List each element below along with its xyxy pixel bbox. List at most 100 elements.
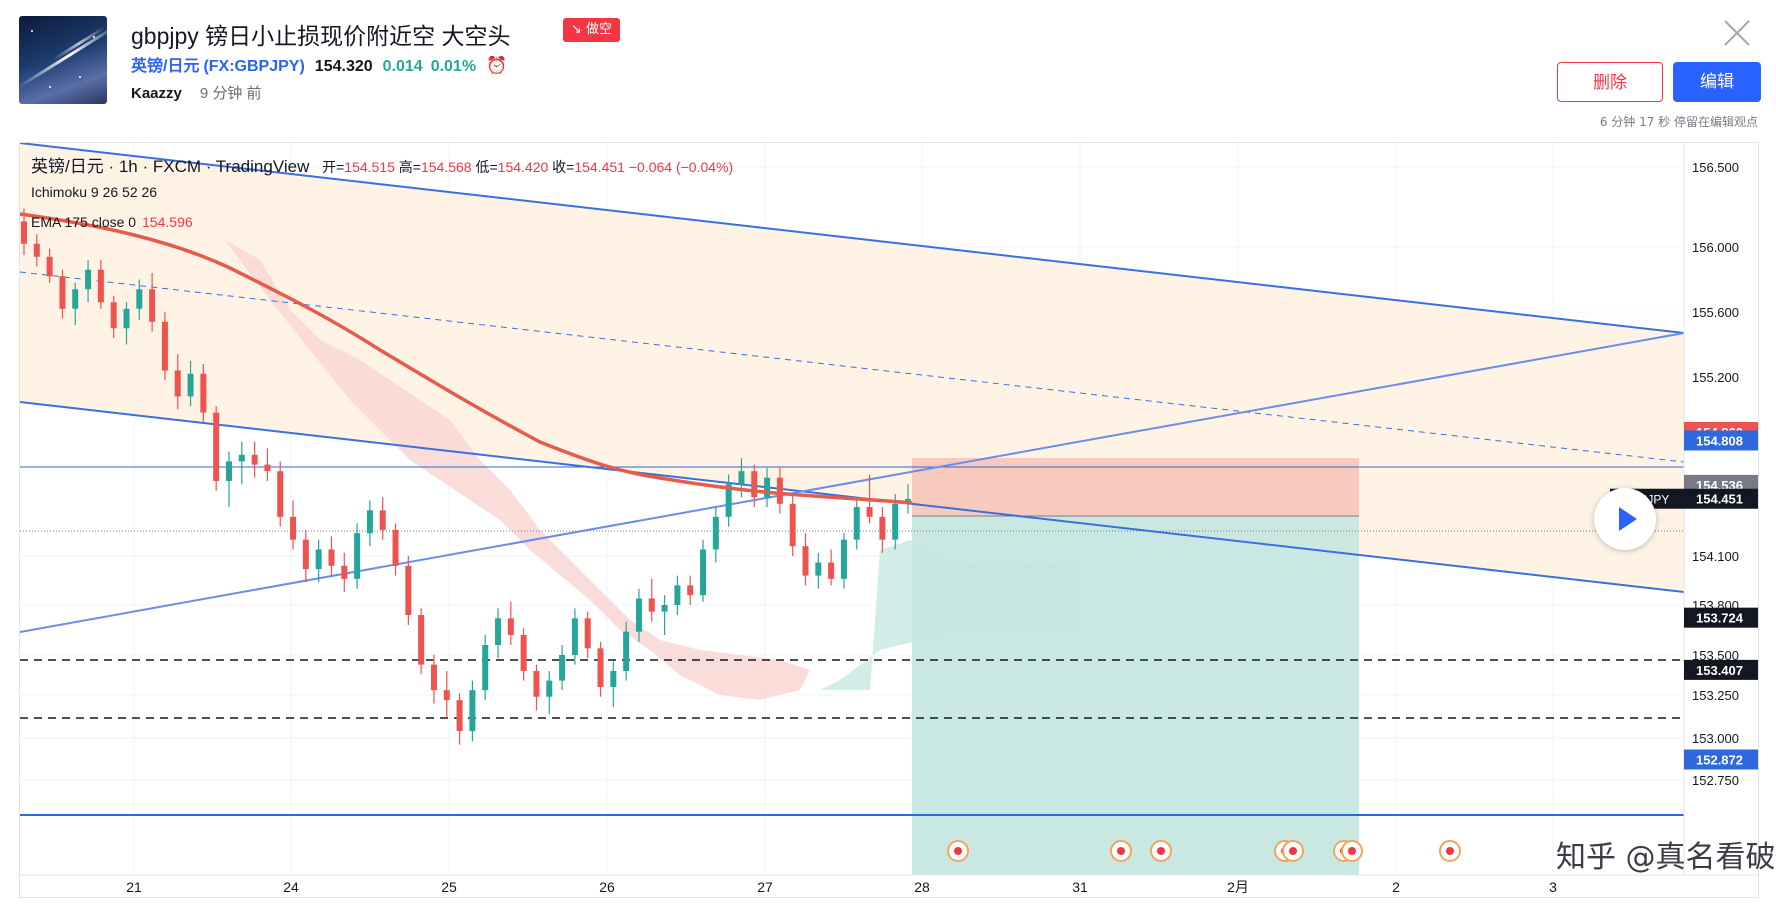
- legend-symbol[interactable]: 英镑/日元 · 1h · FXCM · TradingView: [31, 157, 310, 176]
- economic-event-icon[interactable]: [1439, 840, 1461, 862]
- candle-body: [21, 221, 27, 244]
- price-axis: 156.500156.000155.600155.200154.100153.8…: [1692, 160, 1739, 788]
- candle: [776, 467, 783, 514]
- candle: [840, 533, 847, 589]
- price-tick-label: 153.250: [1692, 688, 1739, 703]
- candle-body: [840, 539, 847, 579]
- candle-body: [610, 671, 617, 687]
- idea-header: gbpjpy 镑日小止损现价附近空 大空头 ↘ 做空 英镑/日元 (FX:GBPJ…: [0, 0, 1776, 140]
- economic-event-icon[interactable]: [1150, 840, 1172, 862]
- candle: [187, 360, 194, 407]
- candle: [213, 406, 220, 491]
- author-name[interactable]: Kaazzy: [131, 85, 182, 102]
- candle-body: [33, 243, 40, 257]
- candle: [815, 552, 822, 589]
- candle: [764, 467, 771, 508]
- candle: [469, 680, 476, 742]
- candle: [430, 655, 437, 704]
- candle-body: [571, 618, 578, 655]
- candle: [828, 549, 835, 586]
- candle: [379, 497, 386, 540]
- candle: [725, 474, 732, 527]
- candle: [571, 608, 578, 665]
- candle: [584, 611, 591, 659]
- candle-body: [828, 562, 835, 579]
- time-tick-label: 25: [441, 879, 457, 895]
- candle: [802, 533, 809, 586]
- candle-body: [302, 539, 309, 570]
- candle-body: [802, 546, 809, 576]
- economic-event-icon[interactable]: [1110, 840, 1132, 862]
- candle-body: [379, 510, 386, 530]
- legend-ichimoku[interactable]: Ichimoku 9 26 52 26: [31, 184, 158, 200]
- legend-open: 154.515: [344, 159, 395, 175]
- candle: [46, 248, 53, 283]
- candle-body: [136, 289, 143, 309]
- candle: [879, 507, 886, 553]
- price-tick-label: 152.750: [1692, 773, 1739, 788]
- candle-body: [354, 533, 361, 579]
- candle-body: [277, 471, 284, 517]
- alert-clock-icon[interactable]: ⏰: [486, 56, 508, 75]
- candle-body: [469, 690, 476, 732]
- play-replay-button[interactable]: [1594, 488, 1656, 550]
- edit-button[interactable]: 编辑: [1673, 62, 1761, 102]
- price-tag: 153.724: [1684, 607, 1758, 628]
- avatar-star: [49, 86, 51, 88]
- legend-ema[interactable]: EMA 175 close 0 154.596: [31, 214, 193, 230]
- candle: [687, 575, 694, 605]
- time-axis: 21 24 25 26 27 28 31 2月 2 3: [126, 879, 1557, 895]
- delete-button[interactable]: 删除: [1557, 62, 1663, 102]
- candle-body: [290, 516, 297, 540]
- candle: [789, 494, 796, 556]
- candle: [418, 608, 425, 675]
- profit-target-zone: [912, 516, 1359, 875]
- candle-body: [443, 690, 450, 701]
- time-tick-label: 28: [914, 879, 930, 895]
- candle: [354, 523, 361, 589]
- price-tag-text: 153.407: [1696, 663, 1743, 678]
- candle-body: [648, 598, 655, 612]
- candle-body: [597, 648, 604, 687]
- event-dot: [1446, 847, 1454, 855]
- candle-body: [238, 454, 245, 462]
- price-tick-label: 156.000: [1692, 240, 1739, 255]
- candle-body: [59, 276, 66, 309]
- author-avatar[interactable]: [19, 16, 107, 104]
- candle-body: [879, 516, 886, 540]
- candle: [315, 539, 322, 583]
- price-tag-bg: [1684, 488, 1758, 509]
- economic-event-icon[interactable]: [947, 840, 969, 862]
- idea-title: gbpjpy 镑日小止损现价附近空 大空头: [131, 23, 511, 49]
- economic-event-icon[interactable]: [1282, 840, 1304, 862]
- symbol-code-link[interactable]: (FX:GBPJPY): [203, 58, 305, 75]
- candle: [751, 464, 758, 508]
- candle: [21, 208, 27, 256]
- candle: [495, 608, 502, 659]
- time-tick-label: 2月: [1227, 879, 1249, 895]
- candle-body: [559, 655, 566, 681]
- legend-change: −0.064 (−0.04%): [628, 159, 734, 175]
- candle-body: [520, 635, 527, 671]
- candle: [533, 664, 540, 711]
- candle-body: [712, 516, 719, 550]
- candle: [328, 536, 335, 576]
- economic-event-icon[interactable]: [1341, 840, 1363, 862]
- candle: [341, 552, 348, 592]
- candle: [33, 234, 40, 267]
- candle-body: [392, 529, 399, 566]
- price-change: 0.014: [382, 58, 423, 75]
- candle-body: [46, 256, 53, 277]
- candle-body: [161, 321, 168, 371]
- candle: [85, 260, 92, 303]
- candle: [97, 260, 104, 309]
- candle-body: [776, 477, 783, 504]
- price-tag-text: 154.451: [1696, 492, 1743, 507]
- event-dot: [1348, 847, 1356, 855]
- candle-body: [546, 680, 553, 697]
- time-tick-label: 26: [599, 879, 615, 895]
- chart-frame[interactable]: [19, 142, 1759, 898]
- candle: [597, 641, 604, 697]
- symbol-name-link[interactable]: 英镑/日元: [131, 58, 200, 75]
